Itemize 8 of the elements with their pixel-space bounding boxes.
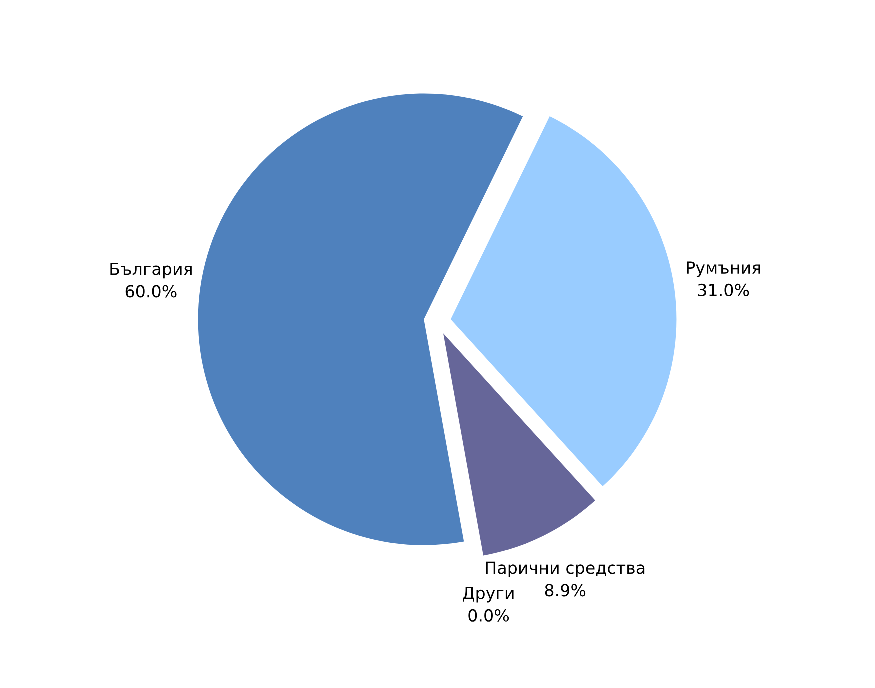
data-label: 8.9%	[545, 584, 586, 597]
data-label: 31.0%	[698, 284, 750, 297]
category-label: Други	[463, 587, 514, 603]
data-label: 60.0%	[126, 285, 177, 298]
slice-label: Румъния	[687, 262, 760, 278]
slice-label: Парични средства	[486, 562, 645, 578]
text: 0.0%	[468, 609, 510, 622]
slice-label: България	[110, 262, 192, 279]
